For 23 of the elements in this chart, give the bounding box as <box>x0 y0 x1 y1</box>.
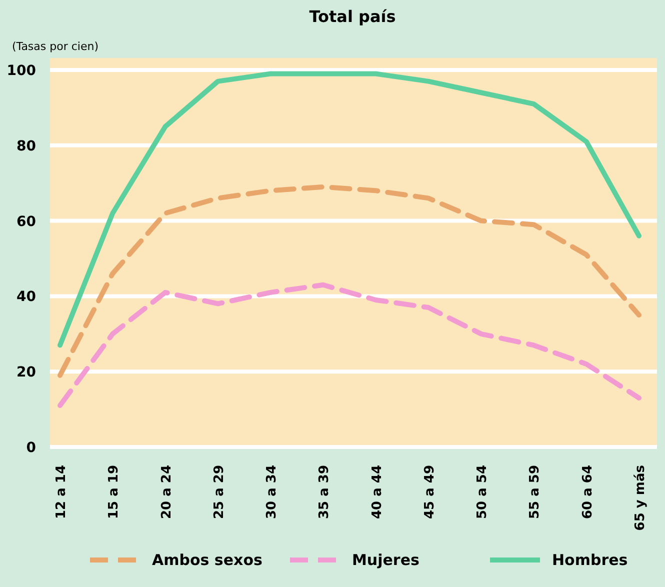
y-tick-label: 0 <box>26 440 36 456</box>
x-tick-label: 12 a 14 <box>54 465 69 520</box>
y-tick-label: 40 <box>16 289 36 306</box>
y-tick-label: 100 <box>6 63 36 79</box>
x-tick-label: 35 a 39 <box>317 465 332 520</box>
x-tick-label: 20 a 24 <box>159 465 174 520</box>
x-tick-label: 30 a 34 <box>264 465 280 520</box>
y-tick-label: 80 <box>16 138 36 154</box>
y-tick-label: 60 <box>16 214 36 230</box>
chart-title: Total país <box>309 7 396 26</box>
x-tick-label: 65 y más <box>633 464 648 531</box>
x-tick-label: 60 a 64 <box>580 465 596 520</box>
y-axis-title: (Tasas por cien) <box>12 40 98 53</box>
x-tick-label: 50 a 54 <box>475 465 490 520</box>
y-tick-label: 20 <box>16 364 36 381</box>
legend-label: Hombres <box>552 551 628 569</box>
x-tick-label: 45 a 49 <box>422 465 438 520</box>
legend-label: Ambos sexos <box>152 551 263 569</box>
x-tick-label: 55 a 59 <box>528 465 543 520</box>
legend-label: Mujeres <box>352 551 420 569</box>
x-tick-label: 25 a 29 <box>212 465 227 520</box>
x-tick-label: 40 a 44 <box>370 465 385 520</box>
x-tick-label: 15 a 19 <box>106 465 122 520</box>
